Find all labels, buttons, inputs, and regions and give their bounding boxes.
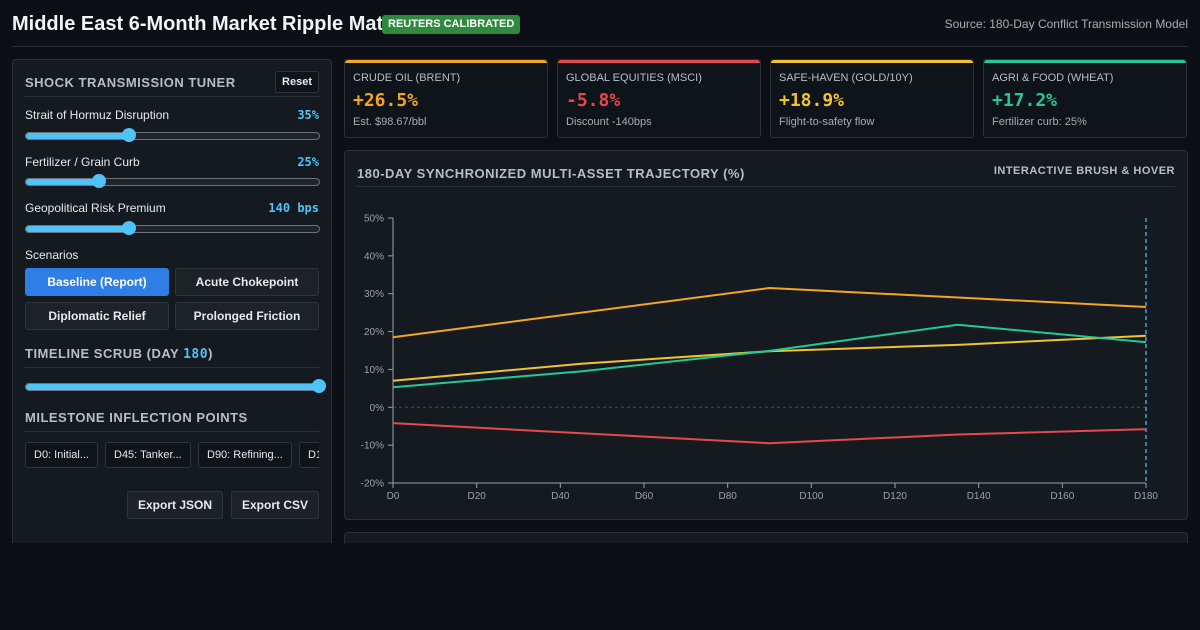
card-label: SAFE-HAVEN (GOLD/10Y) — [779, 72, 913, 84]
x-tick-label: D180 — [1134, 491, 1158, 502]
y-tick-label: -10% — [361, 441, 384, 452]
x-tick-label: D20 — [467, 491, 486, 502]
x-tick-label: D140 — [967, 491, 991, 502]
hormuz-label: Strait of Hormuz Disruption — [25, 108, 170, 122]
slider-fill — [26, 133, 129, 139]
hormuz-value: 35% — [297, 108, 319, 122]
slider-fill — [26, 384, 319, 390]
scenario-prolonged-friction-button[interactable]: Prolonged Friction — [175, 302, 319, 330]
card-value: +18.9% — [779, 90, 845, 111]
divider — [357, 186, 1175, 187]
export-csv-button[interactable]: Export CSV — [231, 491, 320, 519]
shock-tuner-panel: SHOCK TRANSMISSION TUNER Reset Strait of… — [12, 59, 332, 561]
scenarios-label: Scenarios — [25, 248, 79, 262]
x-tick-label: D160 — [1050, 491, 1074, 502]
risk-premium-value: 140 bps — [268, 201, 319, 215]
series-line-0 — [392, 287, 1147, 339]
y-tick-label: 50% — [364, 214, 384, 225]
risk-premium-slider[interactable] — [25, 221, 320, 235]
x-tick-label: D80 — [718, 491, 737, 502]
card-label: AGRI & FOOD (WHEAT) — [992, 72, 1114, 84]
chart-title: 180-DAY SYNCHRONIZED MULTI-ASSET TRAJECT… — [357, 166, 745, 181]
timeline-title-prefix: TIMELINE SCRUB (DAY — [25, 346, 184, 361]
kpi-card-safe-haven: SAFE-HAVEN (GOLD/10Y) +18.9% Flight-to-s… — [770, 59, 974, 138]
milestones-title: MILESTONE INFLECTION POINTS — [25, 410, 248, 425]
slider-fill — [26, 179, 100, 185]
divider — [25, 96, 319, 97]
card-accent-bar — [984, 60, 1186, 63]
y-tick-label: 30% — [364, 289, 384, 300]
card-accent-bar — [771, 60, 973, 63]
card-accent-bar — [558, 60, 760, 63]
card-value: +17.2% — [992, 90, 1058, 111]
divider — [25, 431, 319, 432]
timeline-title: TIMELINE SCRUB (DAY 180) — [25, 346, 213, 362]
y-tick-label: 20% — [364, 327, 384, 338]
slider-thumb[interactable] — [121, 128, 136, 142]
card-subtext: Discount -140bps — [566, 116, 652, 128]
scenario-baseline-button[interactable]: Baseline (Report) — [25, 268, 169, 296]
chart-mode-tag: INTERACTIVE BRUSH & HOVER — [993, 165, 1175, 177]
trajectory-chart[interactable]: -20% -10% 0% 10% 20% 30% 40% 50% D0 D20 D40 D60 D80 D… — [345, 151, 1187, 519]
card-value: +26.5% — [353, 90, 419, 111]
y-tick-label: 10% — [364, 365, 384, 376]
milestone-chip[interactable]: D90: Refining... — [198, 442, 292, 468]
export-json-button[interactable]: Export JSON — [127, 491, 224, 519]
timeline-title-suffix: ) — [208, 346, 213, 361]
series-line-2 — [392, 334, 1147, 382]
x-tick-label: D100 — [799, 491, 823, 502]
slider-fill — [26, 226, 129, 232]
fertilizer-value: 25% — [297, 155, 319, 169]
timeline-slider[interactable] — [25, 379, 326, 393]
x-tick-label: D120 — [883, 491, 907, 502]
timeline-day: 180 — [183, 347, 209, 362]
slider-thumb[interactable] — [92, 174, 107, 188]
card-label: CRUDE OIL (BRENT) — [353, 72, 461, 84]
milestone-chip[interactable]: D1 — [299, 442, 319, 468]
tuner-title: SHOCK TRANSMISSION TUNER — [25, 75, 236, 90]
series-line-1 — [392, 422, 1147, 445]
card-subtext: Fertilizer curb: 25% — [992, 116, 1087, 128]
y-tick-label: -20% — [361, 479, 384, 490]
kpi-card-global-equities: GLOBAL EQUITIES (MSCI) -5.8% Discount -1… — [557, 59, 761, 138]
card-accent-bar — [345, 60, 547, 63]
y-tick-label: 0% — [370, 403, 385, 414]
card-label: GLOBAL EQUITIES (MSCI) — [566, 72, 702, 84]
page-title: Middle East 6-Month Market Ripple Matrix — [12, 13, 408, 35]
divider — [25, 367, 319, 368]
milestone-chip[interactable]: D0: Initial... — [25, 442, 99, 468]
header: Middle East 6-Month Market Ripple Matrix… — [12, 10, 1188, 47]
risk-premium-label: Geopolitical Risk Premium — [25, 201, 166, 215]
y-tick-label: 40% — [364, 251, 384, 262]
card-value: -5.8% — [566, 90, 621, 111]
slider-thumb[interactable] — [121, 221, 136, 235]
card-subtext: Est. $98.67/bbl — [353, 116, 427, 128]
scenario-acute-chokepoint-button[interactable]: Acute Chokepoint — [175, 268, 319, 296]
kpi-card-crude-oil: CRUDE OIL (BRENT) +26.5% Est. $98.67/bbl — [344, 59, 548, 138]
series-line-3 — [392, 323, 1147, 389]
slider-thumb[interactable] — [312, 379, 326, 393]
x-tick-label: D40 — [551, 491, 570, 502]
scenario-diplomatic-relief-button[interactable]: Diplomatic Relief — [25, 302, 169, 330]
x-tick-label: D0 — [387, 491, 400, 502]
fertilizer-label: Fertilizer / Grain Curb — [25, 155, 140, 169]
milestone-chip[interactable]: D45: Tanker... — [105, 442, 191, 468]
trajectory-chart-panel: 180-DAY SYNCHRONIZED MULTI-ASSET TRAJECT… — [344, 150, 1188, 520]
card-subtext: Flight-to-safety flow — [779, 116, 875, 128]
status-badge: REUTERS CALIBRATED — [382, 15, 521, 34]
x-tick-label: D60 — [635, 491, 654, 502]
source-note: Source: 180-Day Conflict Transmission Mo… — [944, 17, 1188, 31]
page-background — [0, 543, 1200, 630]
milestone-strip: D0: Initial... D45: Tanker... D90: Refin… — [13, 60, 319, 560]
kpi-card-agri-food: AGRI & FOOD (WHEAT) +17.2% Fertilizer cu… — [983, 59, 1187, 138]
fertilizer-slider[interactable] — [25, 174, 320, 188]
reset-button[interactable]: Reset — [275, 71, 319, 93]
hormuz-slider[interactable] — [25, 128, 320, 142]
